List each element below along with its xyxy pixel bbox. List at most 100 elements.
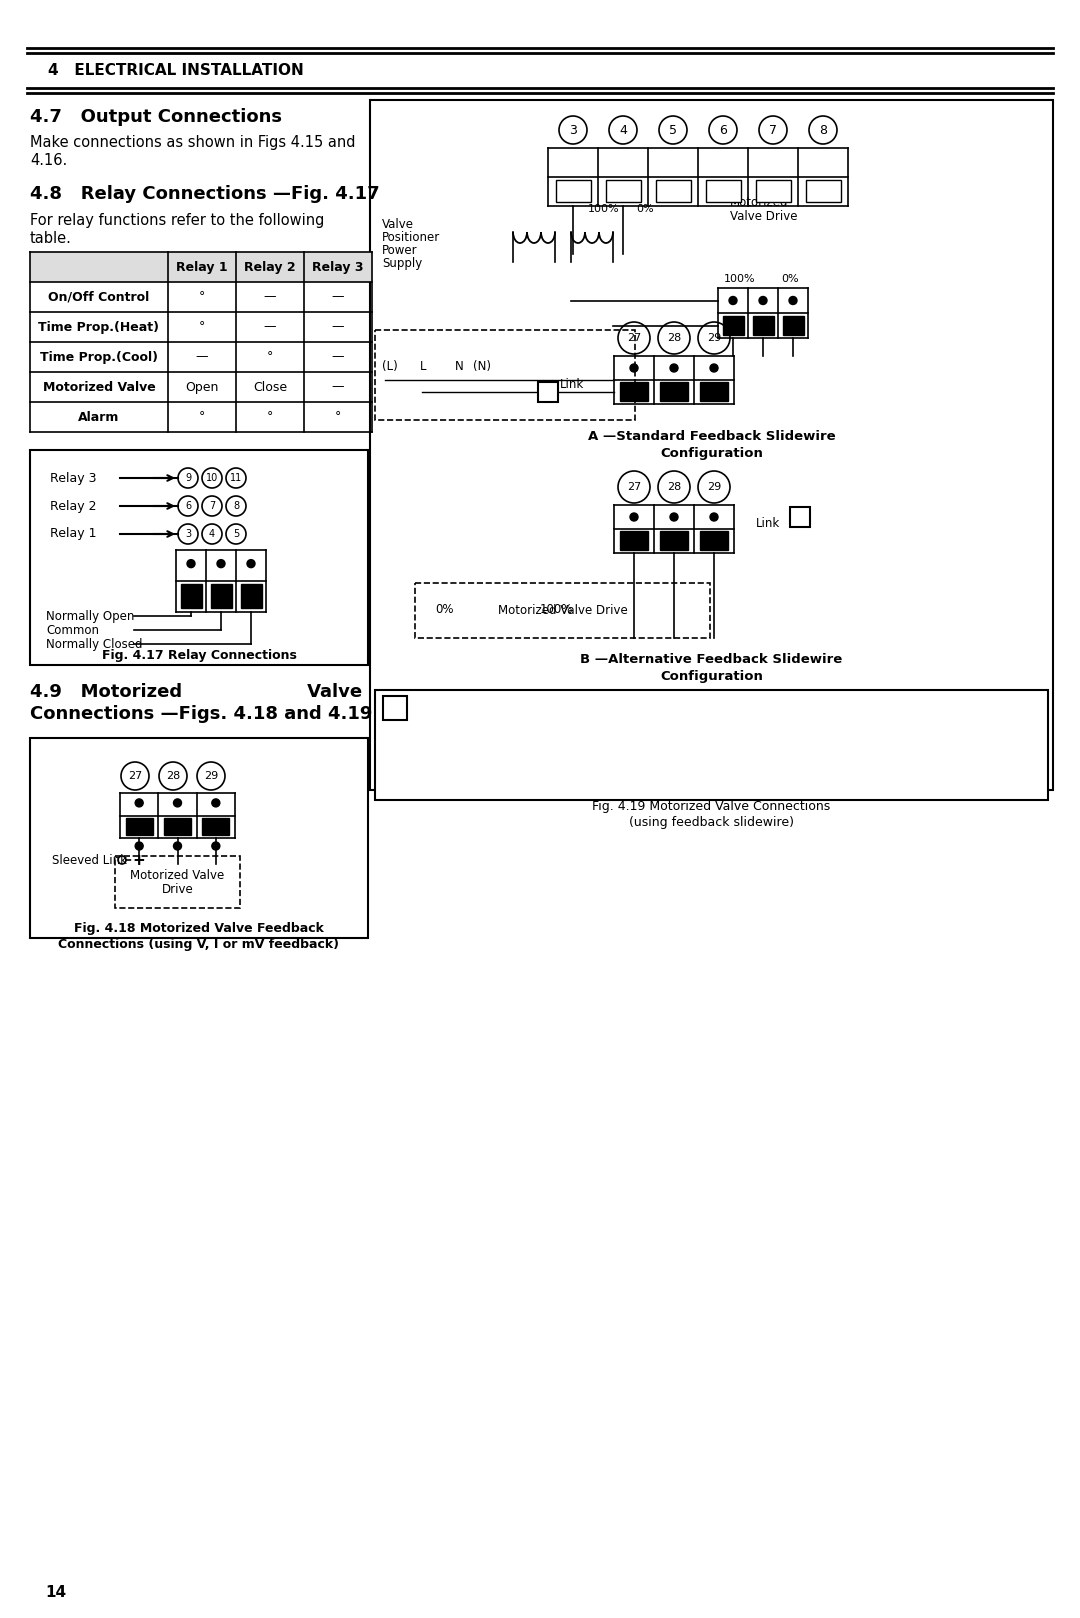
Text: —: — [332,380,345,393]
Text: —: — [264,291,276,304]
Text: 27: 27 [626,482,642,492]
Bar [723,316,743,335]
Text: 4.7   Output Connections: 4.7 Output Connections [30,108,282,126]
Bar [375,689,1048,799]
Text: 0%: 0% [781,273,798,285]
Text: Drive: Drive [162,883,193,896]
Circle shape [630,364,638,372]
Text: table.: table. [30,231,72,246]
Bar [555,180,591,202]
Text: Make connections as shown in Figs 4.15 and: Make connections as shown in Figs 4.15 a… [30,134,355,150]
Text: °: ° [267,351,273,364]
Bar [700,531,728,550]
Text: Time Prop.(Cool): Time Prop.(Cool) [40,351,158,364]
Text: B —Alternative Feedback Slidewire: B —Alternative Feedback Slidewire [580,654,842,667]
Bar [700,382,728,401]
Bar [656,180,690,202]
Text: Relay 2: Relay 2 [50,500,96,513]
Text: Link: Link [561,379,584,392]
Text: Relay 3: Relay 3 [50,471,96,484]
Text: Relay 1: Relay 1 [176,260,228,273]
Bar [30,252,372,282]
Text: 10: 10 [206,472,218,484]
Text: 4.8   Relay Connections —Fig. 4.17: 4.8 Relay Connections —Fig. 4.17 [30,184,380,202]
Circle shape [759,296,767,304]
Text: Connections (using V, I or mV feedback): Connections (using V, I or mV feedback) [58,938,339,951]
Text: 28: 28 [166,772,180,781]
Text: —: — [332,351,345,364]
Bar [180,584,202,608]
Text: °: ° [199,411,205,424]
Text: Sleeved Link: Sleeved Link [52,854,127,867]
Bar [538,382,558,401]
Text: 29: 29 [204,772,218,781]
Bar [202,817,229,835]
Text: *: * [391,699,400,717]
Text: Time Prop.(Heat): Time Prop.(Heat) [39,320,160,333]
Text: Relay 2: Relay 2 [244,260,296,273]
Text: Open: Open [186,380,218,393]
Bar [753,316,773,335]
Bar [783,316,804,335]
Text: Motorized Valve Drive: Motorized Valve Drive [498,604,627,616]
Text: Motorized: Motorized [730,196,788,209]
Bar [806,180,840,202]
Text: —: — [195,351,208,364]
Circle shape [670,364,678,372]
Circle shape [670,513,678,521]
Text: Fig. 4.18 Motorized Valve Feedback: Fig. 4.18 Motorized Valve Feedback [75,922,324,935]
Text: Motorized Valve: Motorized Valve [42,380,156,393]
Text: 29: 29 [707,333,721,343]
Text: 7: 7 [208,502,215,511]
Text: 29: 29 [707,482,721,492]
Text: (N): (N) [473,359,491,374]
Bar [164,817,191,835]
Text: On/Off Control: On/Off Control [49,291,150,304]
Circle shape [212,799,220,807]
Circle shape [710,513,718,521]
Bar [789,506,810,527]
Text: 0%: 0% [636,204,653,214]
Text: Connections —Figs. 4.18 and 4.19: Connections —Figs. 4.18 and 4.19 [30,705,373,723]
Text: (L): (L) [382,359,397,374]
Text: 27: 27 [626,333,642,343]
Text: +: + [133,853,146,867]
Circle shape [729,296,737,304]
Text: Power: Power [382,244,418,257]
Text: Motorized Valve: Motorized Valve [131,869,225,882]
Text: Close: Close [253,380,287,393]
Text: Common: Common [46,623,99,636]
Text: 8: 8 [233,502,239,511]
Text: 100%: 100% [540,604,573,616]
Text: 5: 5 [233,529,239,539]
Text: 4: 4 [208,529,215,539]
Text: 3: 3 [569,123,577,136]
Text: —: — [332,320,345,333]
Text: 4: 4 [619,123,626,136]
Circle shape [217,560,225,568]
Text: N: N [455,359,463,374]
Circle shape [135,799,144,807]
Text: 4.9   Motorized                    Valve: 4.9 Motorized Valve [30,683,362,701]
Text: Fig. 4.17 Relay Connections: Fig. 4.17 Relay Connections [102,649,296,662]
Text: *: * [796,508,805,526]
Text: 4   ELECTRICAL INSTALLATION: 4 ELECTRICAL INSTALLATION [48,63,303,78]
Text: L: L [420,359,427,374]
Text: Link must be connected: Link must be connected [465,702,646,717]
Text: 28: 28 [666,482,681,492]
Bar [30,450,368,665]
Bar [705,180,741,202]
Bar [30,738,368,938]
Text: —: — [264,320,276,333]
Bar [620,382,648,401]
Bar [375,330,635,421]
Bar [370,100,1053,790]
Bar [125,817,152,835]
Circle shape [710,364,718,372]
Circle shape [174,799,181,807]
Text: Relay 1: Relay 1 [50,527,96,540]
Text: Valve Drive: Valve Drive [730,210,797,223]
Text: Configuration: Configuration [660,670,762,683]
Text: A —Standard Feedback Slidewire: A —Standard Feedback Slidewire [588,430,835,443]
Circle shape [630,513,638,521]
